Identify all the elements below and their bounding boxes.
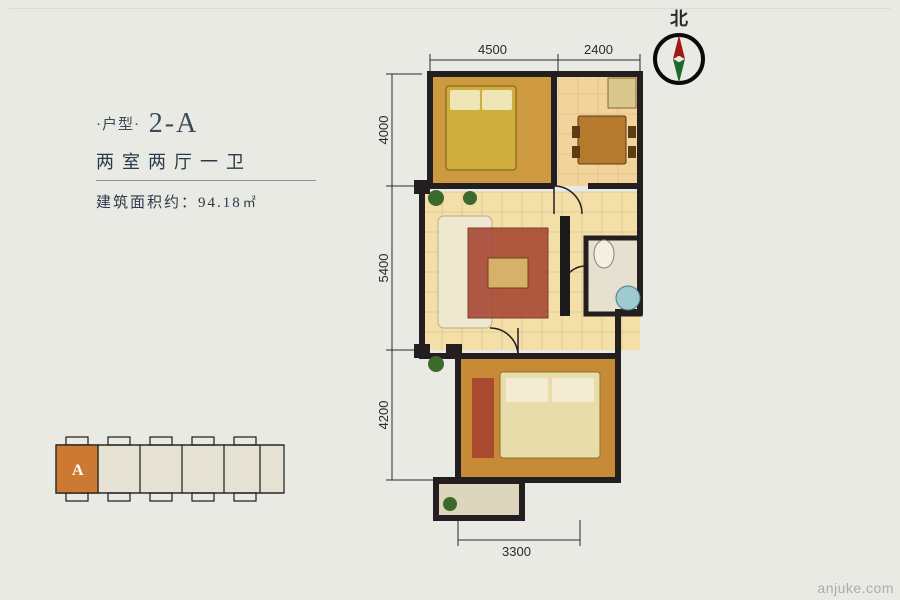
dim-bottom: 3300 bbox=[458, 520, 580, 559]
dim-top-right: 2400 bbox=[584, 42, 613, 57]
page: 北 ·户型· 2-A 两室两厅一卫 建筑面积约：94.18㎡ bbox=[0, 0, 900, 600]
area-label: 建筑面积约： bbox=[96, 195, 198, 211]
dim-top-left: 4500 bbox=[478, 42, 507, 57]
site-plan: A bbox=[50, 425, 290, 515]
dim-left-lower: 4200 bbox=[376, 401, 391, 430]
title-block: ·户型· 2-A 两室两厅一卫 建筑面积约：94.18㎡ bbox=[96, 108, 316, 212]
dim-bottom: 3300 bbox=[502, 544, 531, 559]
dim-top: 4500 2400 bbox=[430, 42, 640, 74]
dim-left-middle: 5400 bbox=[376, 254, 391, 283]
title-summary: 两室两厅一卫 bbox=[96, 148, 316, 181]
floorplan: 4500 2400 4000 5400 4200 bbox=[350, 30, 730, 580]
compass-label: 北 bbox=[644, 5, 714, 31]
title-area: 建筑面积约：94.18㎡ bbox=[96, 191, 316, 212]
title-unit-row: ·户型· 2-A bbox=[96, 108, 316, 140]
area-value: 94.18 bbox=[198, 195, 242, 211]
title-prefix: ·户型· bbox=[96, 117, 140, 133]
dim-left-upper: 4000 bbox=[376, 116, 391, 145]
site-plan-label-a: A bbox=[72, 462, 84, 479]
watermark: anjuke.com bbox=[817, 580, 894, 596]
area-unit: ㎡ bbox=[243, 195, 258, 210]
title-unit-type: 2-A bbox=[149, 108, 199, 139]
